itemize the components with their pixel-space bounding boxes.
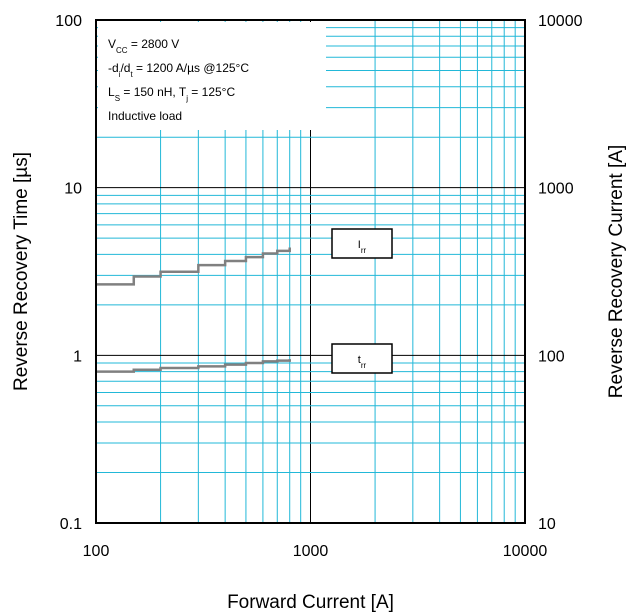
y-tick-label: 10 (64, 181, 82, 198)
series-line-irr (96, 247, 290, 284)
y2-tick-label: 10000 (538, 13, 583, 30)
x-axis-title: Forward Current [A] (227, 592, 394, 613)
y2-tick-label: 1000 (538, 181, 574, 198)
x-tick-label: 100 (83, 543, 110, 560)
y2-axis-title: Reverse Recovery Current [A] (606, 145, 627, 398)
series-layer (96, 247, 290, 371)
y2-tick-label: 100 (538, 348, 565, 365)
y2-tick-label: 10 (538, 516, 556, 533)
y-axis-title: Reverse Recovery Time [µs] (11, 152, 32, 391)
conditions-box: VCC = 2800 V-di/dt = 1200 A/µs @125°CLS … (98, 22, 326, 130)
x-tick-label: 1000 (293, 543, 329, 560)
condition-line: Inductive load (108, 109, 182, 123)
y-tick-label: 0.1 (60, 516, 82, 533)
y-tick-label: 100 (55, 13, 82, 30)
y-tick-label: 1 (73, 348, 82, 365)
series-line-trr (96, 359, 290, 372)
x-tick-label: 10000 (503, 543, 548, 560)
